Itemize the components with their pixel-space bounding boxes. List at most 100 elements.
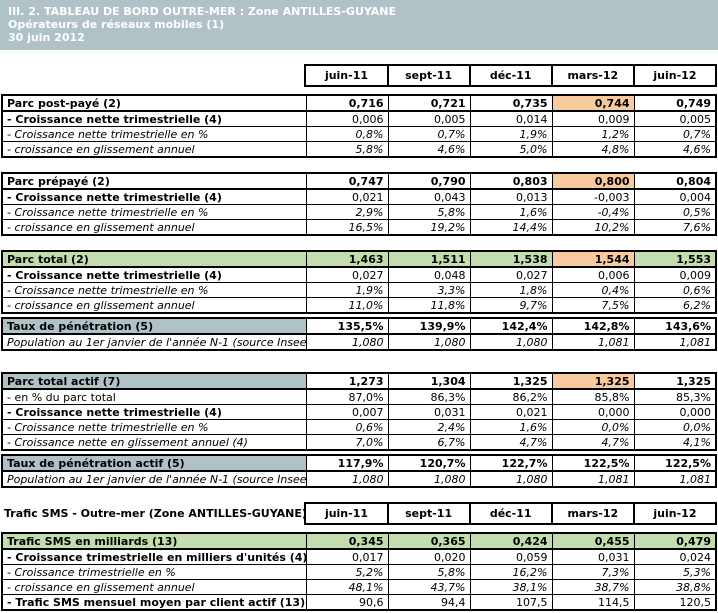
row-label: Population au 1er janvier de l'année N-1… [1,333,307,351]
header-row-spacer [1,65,305,86]
parc-prepaye-table: Parc prépayé (2) 0,747 0,790 0,803 0,800 0,80… [1,172,717,236]
row-label: - croissance en glissement annuel [1,219,307,236]
value-cell: 122,5% [551,454,635,472]
value-cell: 5,8% [387,204,471,220]
value-cell-corrected: 1,544 [551,250,635,268]
value-cell: 1,538 [469,250,553,268]
value-cell: 1,6% [469,419,553,435]
value-cell: 4,7% [469,434,553,451]
report-title-banner: III. 2. TABLEAU DE BORD OUTRE-MER : Zone… [0,0,718,50]
column-header-sept-11: sept-11 [386,502,471,525]
value-cell: 1,081 [633,333,717,351]
value-cell: -0,4% [551,204,635,220]
value-cell-corrected: 0,744 [551,94,635,112]
value-cell: 4,6% [387,141,471,158]
column-header-mars-12: mars-12 [550,64,635,87]
row-label: - Croissance trimestrielle en milliers d… [1,548,307,565]
period-header-row: juin-11 sept-11 déc-11 mars-12 juin-12 [1,64,718,87]
row-label: - Croissance nette trimestrielle en % [1,419,307,435]
sms-section-title: Trafic SMS - Outre-mer (Zone ANTILLES-GU… [4,507,306,520]
report-subtitle: Opérateurs de réseaux mobiles (1) [8,18,225,31]
value-cell: 0,006 [305,110,389,127]
value-cell: 1,080 [469,470,553,488]
value-cell: 0,020 [387,548,471,565]
value-cell: 0,365 [387,532,471,550]
row-label: - Croissance nette trimestrielle en % [1,126,307,142]
parc-total-table: Parc total (2) 1,463 1,511 1,538 1,544 1,553 -… [1,250,717,314]
value-cell: 87,0% [305,388,389,405]
row-label: - Croissance nette trimestrielle (4) [1,266,307,283]
value-cell: 1,080 [387,470,471,488]
value-cell: 0,027 [469,266,553,283]
value-cell: 1,463 [305,250,389,268]
row-label: - Trafic SMS mensuel moyen par client ac… [1,594,307,611]
row-label: Trafic SMS en milliards (13) [1,532,307,550]
value-cell: 0,031 [551,548,635,565]
value-cell-corrected: 0,800 [551,172,635,190]
value-cell: 107,5 [469,594,553,611]
sms-section-header-row: Trafic SMS - Outre-mer (Zone ANTILLES-GU… [1,502,718,525]
value-cell: 0,804 [633,172,717,190]
column-header-dec-11: déc-11 [468,64,553,87]
value-cell: 0,009 [633,266,717,283]
value-cell: 16,2% [469,564,553,580]
value-cell: 1,553 [633,250,717,268]
value-cell: 0,017 [305,548,389,565]
value-cell: 11,0% [305,297,389,314]
value-cell: 139,9% [387,317,471,335]
value-cell: 120,7% [387,454,471,472]
row-label: - croissance en glissement annuel [1,579,307,595]
taux-penetration-actif-table: Taux de pénétration actif (5) 117,9% 120,7… [1,454,717,488]
value-cell: 5,2% [305,564,389,580]
value-cell: 114,5 [551,594,635,611]
value-cell: 0,7% [633,126,717,142]
value-cell: 117,9% [305,454,389,472]
value-cell: 11,8% [387,297,471,314]
value-cell: 4,6% [633,141,717,158]
row-label: - croissance en glissement annuel [1,297,307,314]
value-cell: 122,5% [633,454,717,472]
trafic-sms-table: Trafic SMS en milliards (13) 0,345 0,365 0,… [1,532,717,611]
value-cell: 0,7% [387,126,471,142]
value-cell: 94,4 [387,594,471,611]
value-cell: 0,005 [387,110,471,127]
value-cell: 0,4% [551,282,635,298]
column-header-sept-11: sept-11 [386,64,471,87]
column-header-mars-12: mars-12 [550,502,635,525]
value-cell: 5,0% [469,141,553,158]
value-cell: 1,2% [551,126,635,142]
value-cell: 1,081 [551,333,635,351]
value-cell: 0,043 [387,188,471,205]
value-cell: 1,325 [633,372,717,390]
value-cell: 1,6% [469,204,553,220]
parc-post-paye-table: Parc post-payé (2) 0,716 0,721 0,735 0,744 0,… [1,94,717,158]
row-label: - Croissance nette trimestrielle en % [1,204,307,220]
value-cell: 5,8% [387,564,471,580]
row-label: - en % du parc total [1,388,307,405]
value-cell: 4,8% [551,141,635,158]
value-cell: 120,5 [633,594,717,611]
row-label: Parc post-payé (2) [1,94,307,112]
value-cell: 86,3% [387,388,471,405]
column-header-juin-11: juin-11 [304,502,389,525]
value-cell: 38,1% [469,579,553,595]
value-cell: 3,3% [387,282,471,298]
parc-total-actif-table: Parc total actif (7) 1,273 1,304 1,325 1,325… [1,372,717,451]
value-cell: 0,6% [633,282,717,298]
value-cell: 0,479 [633,532,717,550]
value-cell: 0,749 [633,94,717,112]
row-label: Taux de pénétration actif (5) [1,454,307,472]
value-cell: 0,6% [305,419,389,435]
value-cell: 135,5% [305,317,389,335]
value-cell: 0,009 [551,110,635,127]
value-cell: 0,027 [305,266,389,283]
value-cell: 6,7% [387,434,471,451]
row-label: - Croissance nette trimestrielle (4) [1,404,307,420]
value-cell: 0,005 [633,110,717,127]
value-cell: 0,006 [551,266,635,283]
value-cell: 7,3% [551,564,635,580]
value-cell: 10,2% [551,219,635,236]
row-label: Taux de pénétration (5) [1,317,307,335]
value-cell: 0,014 [469,110,553,127]
row-label: - Croissance nette trimestrielle (4) [1,188,307,205]
